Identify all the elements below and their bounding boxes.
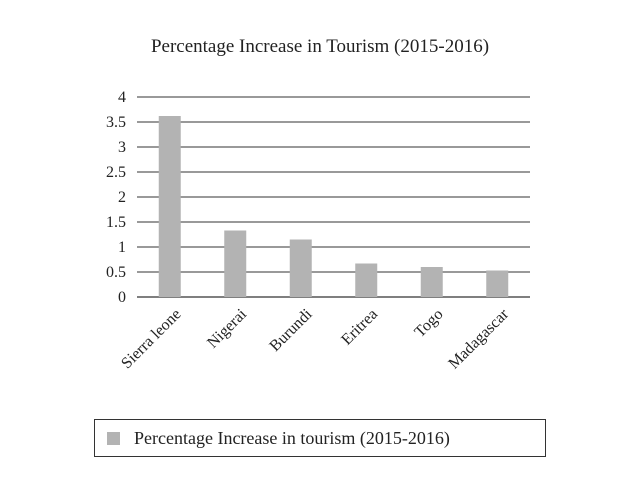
x-tick-label: Eritrea (338, 306, 381, 349)
bar (486, 270, 509, 297)
x-tick-label: Nigerai (204, 305, 250, 351)
y-tick-label: 1 (118, 239, 126, 256)
x-tick-label: Togo (411, 306, 446, 341)
bar (289, 239, 312, 297)
x-tick-label: Sierra leone (118, 306, 184, 372)
x-tick-label: Madagascar (445, 305, 512, 372)
legend-label: Percentage Increase in tourism (2015-201… (134, 427, 450, 448)
y-tick-label: 2 (118, 189, 126, 206)
y-tick-label: 3 (118, 139, 126, 156)
y-tick-label: 0.5 (106, 264, 126, 281)
y-tick-label: 2.5 (106, 164, 126, 181)
bar (158, 116, 181, 297)
legend-swatch (107, 431, 120, 445)
bar (224, 230, 247, 297)
y-tick-label: 4 (118, 89, 126, 106)
legend: Percentage Increase in tourism (2015-201… (94, 419, 546, 457)
chart-title: Percentage Increase in Tourism (2015-201… (150, 36, 490, 57)
y-tick-label: 1.5 (106, 214, 126, 231)
x-tick-label: Burundi (266, 305, 315, 354)
y-tick-label: 0 (118, 289, 126, 306)
bar (420, 267, 443, 297)
y-tick-label: 3.5 (106, 114, 126, 131)
plot-area: 0 0.5 1 1.5 2 2.5 3 3.5 4 Sierra leone Nigerai Buru… (106, 89, 530, 372)
bar (355, 263, 378, 297)
